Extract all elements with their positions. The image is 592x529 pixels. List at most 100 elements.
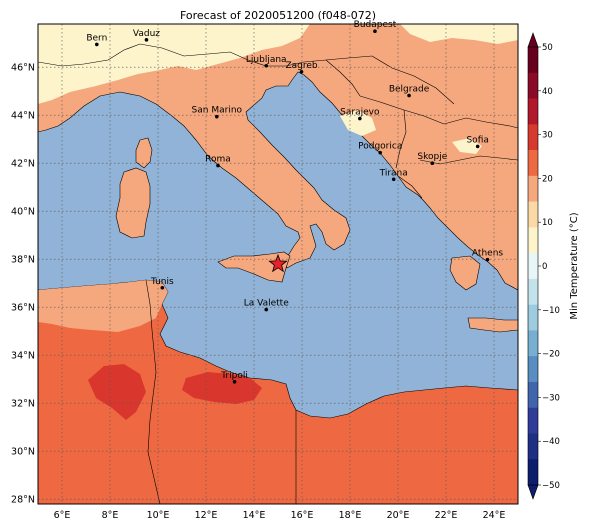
city-label: Zagreb [285, 61, 317, 71]
colorbar-segment [528, 227, 538, 254]
lat-tick-label: 36°N [11, 303, 35, 314]
colorbar-segment [528, 201, 538, 228]
lon-tick-label: 6°E [54, 510, 71, 521]
colorbar-segment [528, 459, 538, 486]
colorbar-segment [528, 150, 538, 177]
lat-tick-label: 28°N [11, 495, 35, 506]
hot-core-east [182, 372, 262, 404]
peloponnese [449, 255, 481, 291]
lon-tick-label: 22°E [435, 510, 458, 521]
colorbar-tick-label: 10 [542, 218, 553, 228]
city-label: Sarajevo [340, 108, 380, 118]
colorbar-tick-label: 40 [542, 87, 553, 97]
lat-tick-label: 42°N [11, 159, 35, 170]
city-dot [264, 63, 269, 68]
colorbar-tick-label: −10 [542, 306, 560, 316]
map-frame [37, 23, 519, 505]
city-dot [299, 69, 304, 74]
city-label: Tripoli [220, 371, 248, 381]
colorbar-tick-label: −20 [542, 350, 560, 360]
colorbar-segment [528, 47, 538, 74]
land-north [38, 24, 518, 291]
lon-tick-label: 12°E [195, 510, 218, 521]
colorbar-ticks: 50 40 30 20 10 0 −10 −20 −30 −40 −50 [538, 43, 560, 491]
city-label: Bern [86, 33, 107, 43]
city-label: Belgrade [389, 85, 430, 95]
sardinia [115, 167, 151, 239]
city-dot [378, 150, 383, 155]
colorbar-label: Min Temperature (°C) [569, 212, 580, 319]
colorbar-segment [528, 433, 538, 460]
city-dot [95, 42, 99, 47]
city-dot [407, 93, 411, 98]
colorbar-segment [528, 356, 538, 383]
colorbar-tick-label: −30 [542, 393, 560, 403]
lon-tick-label: 24°E [483, 510, 506, 521]
map-title: Forecast of 2020051200 (f048-072) [180, 9, 376, 22]
city-label: Athens [472, 249, 503, 259]
colorbar-segment [528, 381, 538, 409]
lat-tick-label: 30°N [11, 447, 35, 458]
lon-tick-label: 16°E [291, 510, 314, 521]
colorbar-segment [528, 72, 538, 99]
lat-tick-label: 40°N [11, 207, 35, 218]
city-label: San Marino [192, 106, 243, 116]
balkan-cool-band [340, 110, 376, 136]
lat-tick-label: 34°N [11, 351, 35, 362]
city-dot [160, 285, 165, 290]
city-label: Roma [205, 155, 231, 165]
lon-tick-label: 10°E [147, 510, 170, 521]
city-dot [264, 307, 269, 312]
lat-tick-label: 38°N [11, 255, 35, 266]
coastal-band [38, 280, 168, 332]
city-dot [216, 163, 220, 168]
city-dot [144, 38, 149, 42]
colorbar-segment [528, 98, 538, 125]
colorbar-segment [528, 330, 538, 357]
carpathian-cool-band [400, 24, 518, 44]
lat-tick-label: 32°N [11, 399, 35, 410]
country-borders [38, 43, 518, 504]
colorbar [527, 32, 539, 500]
city-label: Ljubljana [246, 55, 287, 65]
corsica [135, 137, 153, 169]
graticule [38, 24, 518, 504]
city-label: Podgorica [358, 142, 402, 152]
colorbar-segment [528, 304, 538, 331]
lat-tick-label: 46°N [11, 63, 35, 74]
city-label: Budapest [354, 20, 397, 30]
colorbar-tick-label: −40 [542, 437, 560, 447]
latitude-ticks: 28°N 30°N 32°N 34°N 36°N 38°N 40°N 42°N 44°N 46°N [11, 63, 35, 506]
city-dot [358, 116, 362, 121]
city-dot [373, 29, 377, 33]
forecast-location-star-icon [268, 253, 288, 273]
city-dot [475, 144, 480, 149]
city-dot [391, 177, 396, 182]
city-label: Vaduz [133, 29, 160, 39]
city-label: Sofia [466, 135, 488, 145]
city-label: Tirana [379, 168, 408, 178]
colorbar-tick-label: 0 [542, 262, 547, 272]
sicily [217, 251, 291, 283]
colorbar-tick-label: −50 [542, 481, 560, 491]
longitude-ticks: 6°E 8°E 10°E 12°E 14°E 16°E 18°E 20°E 22°E 24°E [54, 510, 506, 521]
colorbar-tick-label: 20 [542, 174, 553, 184]
colorbar-segment [528, 175, 538, 202]
colorbar-segment [528, 278, 538, 306]
alps-cool-band [38, 24, 310, 104]
hot-core-west [88, 364, 146, 420]
colorbar-segment [528, 407, 538, 434]
lon-tick-label: 20°E [387, 510, 410, 521]
colorbar-segment [528, 124, 538, 151]
rila-cool-band [452, 138, 482, 154]
colorbar-segment [528, 253, 538, 280]
colorbar-tick-label: 50 [542, 43, 553, 53]
colorbar-tick-label: 30 [542, 131, 553, 141]
city-dot [215, 114, 219, 119]
city-label: La Valette [244, 299, 289, 309]
city-dot [430, 161, 435, 165]
lon-tick-label: 14°E [243, 510, 266, 521]
colorbar-extend-top [527, 32, 539, 48]
colorbar-extend-bottom [527, 484, 539, 500]
